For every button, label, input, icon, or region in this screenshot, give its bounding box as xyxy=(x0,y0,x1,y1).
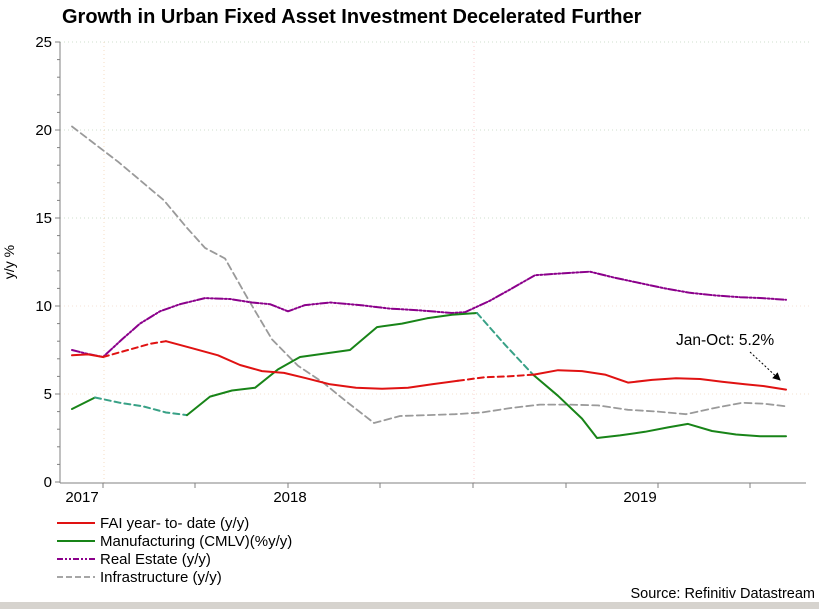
x-label-2017: 2017 xyxy=(65,489,98,506)
axes xyxy=(59,42,806,484)
series-realestate xyxy=(71,270,787,358)
annotation-label: Jan-Oct: 5.2% xyxy=(676,332,774,349)
y-tick-label-25: 25 xyxy=(35,34,52,51)
legend-label-realestate: Real Estate (y/y) xyxy=(100,551,211,568)
y-tick-label-0: 0 xyxy=(44,474,52,491)
legend-label-fai: FAI year- to- date (y/y) xyxy=(100,515,249,532)
window-bottom-bar xyxy=(0,602,819,609)
chart-title: Growth in Urban Fixed Asset Investment D… xyxy=(62,6,642,28)
y-tick-label-10: 10 xyxy=(35,298,52,315)
y-tick-label-15: 15 xyxy=(35,210,52,227)
y-tick-label-5: 5 xyxy=(44,386,52,403)
x-tick-labels: 2017 2018 2019 xyxy=(65,489,656,506)
y-axis-title: y/y % xyxy=(1,245,17,279)
annotation-group: Jan-Oct: 5.2% xyxy=(676,332,781,381)
annotation-arrow xyxy=(749,351,781,381)
x-ticks xyxy=(102,483,751,488)
x-label-2018: 2018 xyxy=(273,489,306,506)
series-infrastructure xyxy=(71,125,787,424)
source-text: Source: Refinitiv Datastream xyxy=(630,586,815,602)
series-fai xyxy=(71,340,787,391)
y-ticks xyxy=(55,41,60,483)
h-gridlines xyxy=(60,41,812,395)
legend: FAI year- to- date (y/y) Manufacturing (… xyxy=(57,515,292,586)
series-manufacturing xyxy=(71,312,787,439)
legend-label-infrastructure: Infrastructure (y/y) xyxy=(100,569,222,586)
y-tick-label-20: 20 xyxy=(35,122,52,139)
x-label-2019: 2019 xyxy=(623,489,656,506)
legend-label-manufacturing: Manufacturing (CMLV)(%y/y) xyxy=(100,533,292,550)
y-tick-labels: 0 5 10 15 20 25 xyxy=(35,34,52,491)
v-gridlines xyxy=(103,42,475,483)
